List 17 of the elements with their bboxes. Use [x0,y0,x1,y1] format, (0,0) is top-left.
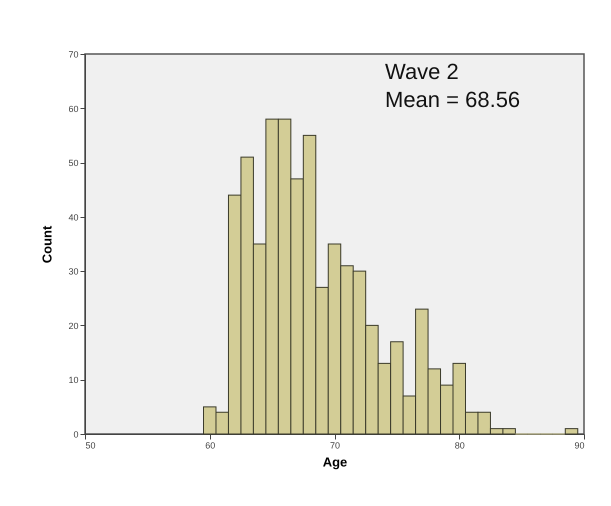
x-tick-label: 50 [86,440,96,450]
y-tick-label: 70 [68,50,78,60]
x-tick-label: 90 [574,440,584,450]
x-tick-label: 80 [454,440,465,450]
y-tick-label: 0 [73,430,78,440]
annotation: Mean = 68.56 [385,87,520,112]
y-tick-label: 10 [68,375,78,386]
y-tick-label: 50 [68,158,78,168]
y-axis-title: Count [39,225,54,264]
y-tick-label: 60 [68,104,78,114]
y-tick-label: 30 [68,266,78,277]
x-axis-title: Age [322,454,348,470]
y-tick-label: 40 [68,212,78,222]
annotation: Wave 2 [385,59,459,84]
x-tick-label: 60 [205,440,216,450]
y-tick-label: 20 [68,320,78,331]
x-tick-label: 70 [330,440,340,450]
